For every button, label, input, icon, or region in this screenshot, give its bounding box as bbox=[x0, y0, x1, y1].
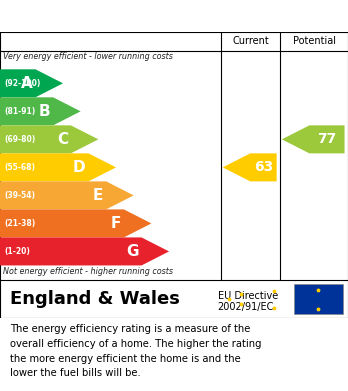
Polygon shape bbox=[0, 97, 81, 126]
Text: A: A bbox=[21, 76, 33, 91]
Text: Potential: Potential bbox=[293, 36, 335, 47]
Text: Very energy efficient - lower running costs: Very energy efficient - lower running co… bbox=[3, 52, 173, 61]
Text: The energy efficiency rating is a measure of the
overall efficiency of a home. T: The energy efficiency rating is a measur… bbox=[10, 324, 262, 378]
Text: G: G bbox=[126, 244, 139, 259]
Text: 63: 63 bbox=[254, 160, 273, 174]
Polygon shape bbox=[223, 153, 277, 181]
Text: 77: 77 bbox=[317, 133, 337, 146]
Text: (69-80): (69-80) bbox=[4, 135, 35, 144]
Polygon shape bbox=[282, 126, 345, 153]
Text: Energy Efficiency Rating: Energy Efficiency Rating bbox=[10, 7, 239, 25]
Text: F: F bbox=[111, 216, 121, 231]
Text: C: C bbox=[57, 132, 68, 147]
Text: Current: Current bbox=[232, 36, 269, 47]
Polygon shape bbox=[0, 69, 63, 97]
Polygon shape bbox=[0, 237, 169, 265]
Text: E: E bbox=[93, 188, 103, 203]
Polygon shape bbox=[0, 153, 116, 181]
Polygon shape bbox=[0, 126, 98, 153]
Bar bbox=[294, 284, 343, 314]
Text: (39-54): (39-54) bbox=[4, 191, 35, 200]
Text: (1-20): (1-20) bbox=[4, 247, 30, 256]
Polygon shape bbox=[0, 181, 134, 210]
Text: (92-100): (92-100) bbox=[4, 79, 41, 88]
Text: B: B bbox=[39, 104, 50, 119]
Text: (21-38): (21-38) bbox=[4, 219, 35, 228]
Text: D: D bbox=[73, 160, 86, 175]
Text: (81-91): (81-91) bbox=[4, 107, 35, 116]
Text: Not energy efficient - higher running costs: Not energy efficient - higher running co… bbox=[3, 267, 174, 276]
Polygon shape bbox=[0, 210, 151, 237]
Text: (55-68): (55-68) bbox=[4, 163, 35, 172]
Text: EU Directive: EU Directive bbox=[218, 291, 278, 301]
Text: England & Wales: England & Wales bbox=[10, 290, 180, 308]
Text: 2002/91/EC: 2002/91/EC bbox=[218, 302, 274, 312]
